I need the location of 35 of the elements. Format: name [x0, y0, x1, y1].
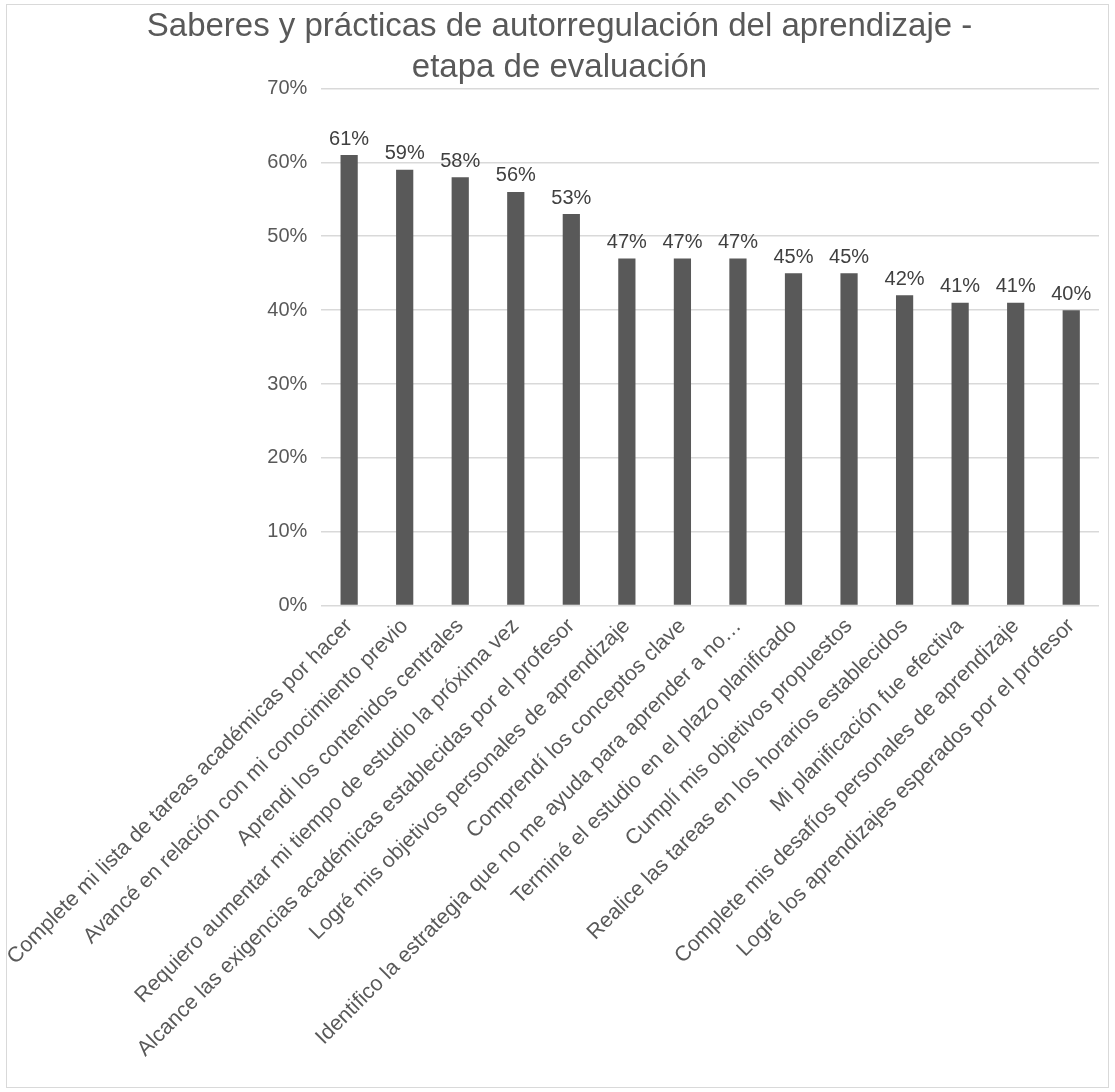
y-tick-label: 20% — [267, 445, 308, 468]
bar — [784, 273, 803, 605]
bar — [1062, 310, 1080, 605]
data-label: 41% — [940, 274, 981, 297]
data-label: 47% — [717, 229, 759, 252]
bar — [507, 191, 525, 605]
bar — [673, 258, 692, 605]
bar — [895, 295, 914, 605]
data-label: 53% — [551, 185, 592, 208]
data-label: 58% — [440, 148, 481, 171]
bar — [396, 169, 414, 605]
bar — [618, 258, 636, 605]
data-label: 47% — [662, 229, 703, 252]
bar — [451, 177, 469, 605]
y-tick-label: 30% — [267, 371, 308, 394]
y-tick-label: 60% — [267, 149, 308, 172]
data-label: 59% — [384, 141, 425, 164]
bar — [729, 258, 747, 605]
data-label: 45% — [829, 244, 870, 267]
bar — [1007, 302, 1025, 605]
bar — [840, 273, 858, 605]
data-label: 42% — [884, 266, 925, 289]
data-label: 47% — [606, 229, 648, 252]
data-label: 56% — [495, 163, 537, 186]
data-label: 41% — [995, 274, 1036, 297]
y-tick-label: 10% — [267, 519, 308, 542]
bar — [951, 302, 969, 605]
y-tick-label: 0% — [278, 593, 308, 616]
y-tick-label: 50% — [267, 223, 308, 246]
y-tick-label: 40% — [267, 297, 308, 320]
data-label: 45% — [773, 244, 814, 267]
data-label: 61% — [329, 126, 370, 149]
data-label: 40% — [1051, 281, 1092, 304]
bar — [340, 154, 358, 605]
bar — [562, 214, 580, 605]
